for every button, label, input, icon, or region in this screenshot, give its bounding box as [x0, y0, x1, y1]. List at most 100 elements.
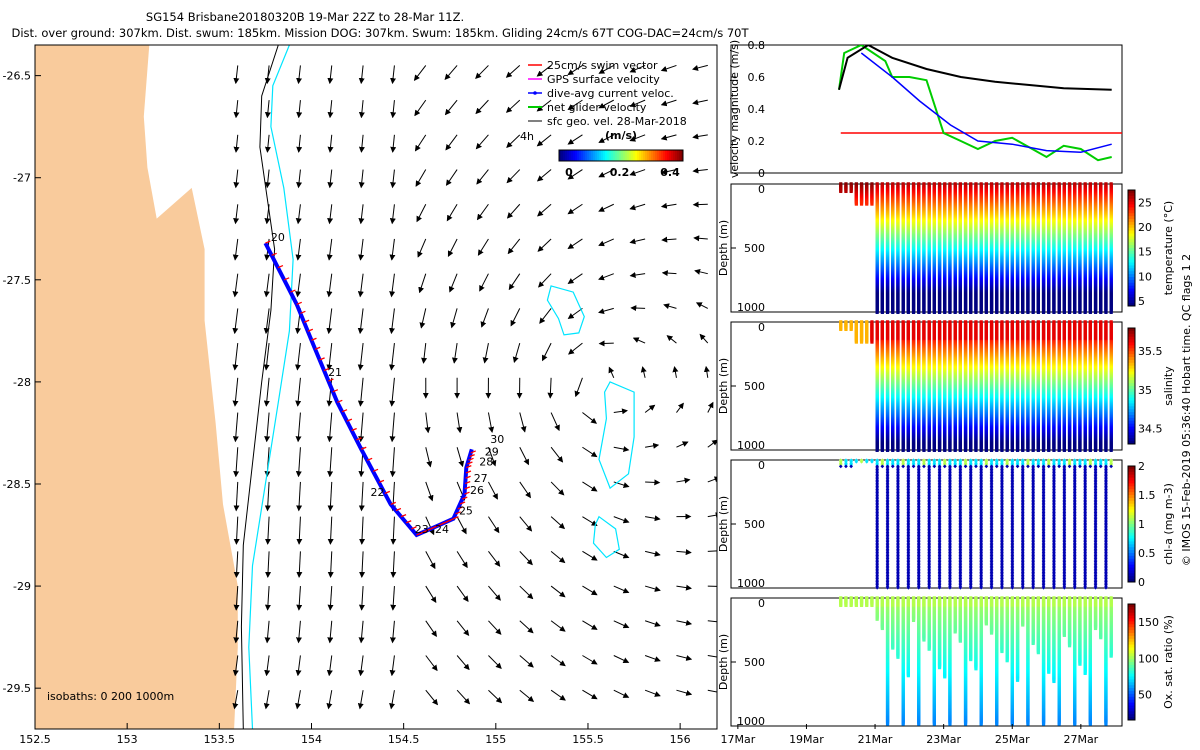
geostrophic-arrow [358, 134, 365, 153]
geostrophic-arrow [645, 515, 661, 522]
swim-vector [311, 337, 317, 341]
geostrophic-arrow [672, 366, 679, 378]
geostrophic-arrow [629, 238, 646, 245]
map-xtick-label: 153.5 [204, 733, 236, 746]
map-ytick-label: -29 [13, 580, 31, 593]
colorbar-cell [647, 150, 650, 161]
day-label: 21 [328, 366, 342, 379]
swim-vector [453, 516, 459, 520]
data-point [1073, 308, 1077, 314]
colorbar-cell [605, 150, 608, 161]
colorbar-cell [577, 150, 580, 161]
geostrophic-arrow [414, 99, 427, 117]
velocity-ytick-label: 0.6 [748, 71, 766, 84]
map-xtick-label: 154.5 [388, 733, 420, 746]
geostrophic-arrow [327, 551, 334, 578]
data-point [974, 308, 978, 314]
geostrophic-arrow [644, 655, 661, 662]
colorbar-cell [649, 150, 652, 161]
swim-vector [400, 514, 407, 518]
colorbar-tick: 0.4 [660, 166, 680, 179]
day-label: 25 [459, 505, 473, 518]
geostrophic-arrow [424, 412, 431, 434]
colorbar-cell [559, 150, 562, 161]
data-point [1067, 308, 1072, 314]
geostrophic-arrow [550, 481, 565, 496]
geostrophic-arrow [475, 99, 489, 115]
geostrophic-arrow [359, 551, 366, 578]
data-point [901, 308, 905, 314]
data-point [1010, 308, 1014, 314]
geostrophic-arrow [296, 586, 303, 611]
legend-dive-avg-current: dive-avg current veloc. [547, 87, 674, 100]
geostrophic-arrow [676, 619, 693, 626]
geostrophic-arrow [264, 516, 271, 545]
map-xtick-label: 153 [117, 733, 138, 746]
data-point [917, 308, 921, 314]
geostrophic-arrow [389, 655, 396, 677]
velocity-ytick-label: 0.8 [748, 39, 766, 52]
swim-vector [265, 240, 271, 244]
geostrophic-arrow [232, 308, 239, 335]
geostrophic-arrow [390, 586, 397, 611]
geostrophic-arrow [456, 620, 470, 636]
colorbar-cell [581, 150, 584, 161]
geostrophic-arrow [574, 377, 583, 398]
isobaths-label: isobaths: 0 200 1000m [47, 690, 174, 703]
geostrophic-arrow [357, 690, 364, 710]
geostrophic-arrow [358, 100, 365, 119]
geostrophic-arrow [477, 238, 489, 256]
geostrophic-arrow [327, 447, 334, 478]
geostrophic-arrow [389, 273, 396, 298]
colorbar-cell [583, 150, 586, 161]
geostrophic-arrow [488, 655, 502, 670]
geostrophic-arrow [598, 238, 614, 247]
geostrophic-arrow [694, 268, 708, 275]
swim-vector [271, 252, 277, 256]
colorbar-cell [653, 150, 656, 161]
geostrophic-arrow [693, 235, 708, 242]
swim-vector [411, 526, 417, 530]
geostrophic-arrow [296, 551, 303, 578]
geostrophic-arrow [613, 408, 628, 415]
map-frame [34, 44, 718, 730]
day-label: 30 [490, 433, 504, 446]
geostrophic-arrow [695, 302, 709, 309]
colorbar-cell [569, 150, 572, 161]
colorbar-tick: 0.2 [610, 166, 630, 179]
geostrophic-arrow [661, 236, 677, 243]
geostrophic-arrow [390, 169, 397, 189]
geostrophic-arrow [451, 343, 458, 364]
geostrophic-arrow [480, 308, 489, 328]
geostrophic-arrow [476, 203, 489, 221]
geostrophic-arrow [445, 169, 458, 186]
colorbar-cell [645, 150, 648, 161]
geostrophic-arrow [519, 412, 527, 433]
data-point [885, 308, 890, 314]
day-label: 24 [435, 523, 449, 536]
legend-sfc-geo-velocity: sfc geo. vel. 28-Mar-2018 [547, 115, 687, 128]
colorbar-cell [615, 150, 618, 161]
geostrophic-arrow [263, 343, 270, 371]
geostrophic-arrow [326, 273, 333, 298]
isobath-200m [248, 45, 294, 729]
data-point [870, 200, 874, 206]
geostrophic-arrow [425, 481, 434, 502]
geostrophic-arrow [707, 547, 717, 554]
geostrophic-arrow [233, 586, 240, 611]
geostrophic-arrow [389, 620, 396, 644]
geostrophic-arrow [519, 551, 533, 566]
data-point [1005, 308, 1009, 314]
geostrophic-arrow [445, 134, 458, 151]
geostrophic-arrow [390, 65, 397, 85]
colorbar-cell [635, 150, 638, 161]
geostrophic-arrow [692, 64, 708, 71]
geostrophic-arrow [264, 100, 271, 119]
geostrophic-arrow [425, 655, 438, 672]
geostrophic-arrow [536, 65, 552, 77]
geostrophic-arrow [233, 100, 240, 119]
colorbar-cell [623, 150, 626, 161]
geostrophic-arrow [629, 203, 646, 211]
geostrophic-arrow [676, 441, 689, 448]
